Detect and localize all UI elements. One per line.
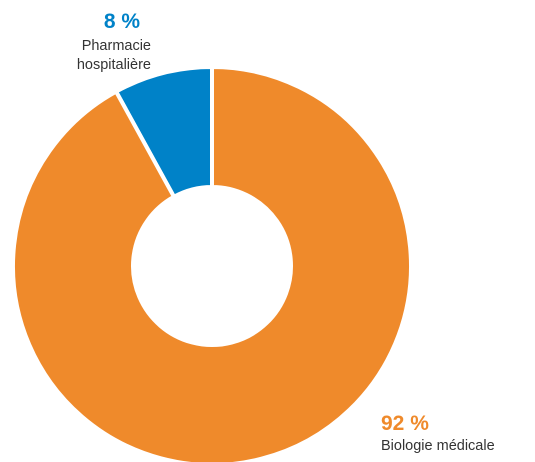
donut-slices bbox=[11, 65, 413, 462]
pharmacie-label-line-1: Pharmacie bbox=[82, 38, 151, 54]
slice-biologie-m-dicale bbox=[11, 65, 413, 462]
biologie-value-label: 92 % bbox=[381, 412, 429, 435]
pharmacie-label-line-2: hospitalière bbox=[77, 57, 151, 73]
pharmacie-value-label: 8 % bbox=[104, 10, 141, 33]
biologie-label-line-1: Biologie médicale bbox=[381, 438, 495, 454]
label-biologie: 92 % Biologie médicale bbox=[381, 412, 495, 454]
label-pharmacie: 8 % Pharmacie hospitalière bbox=[77, 10, 151, 73]
